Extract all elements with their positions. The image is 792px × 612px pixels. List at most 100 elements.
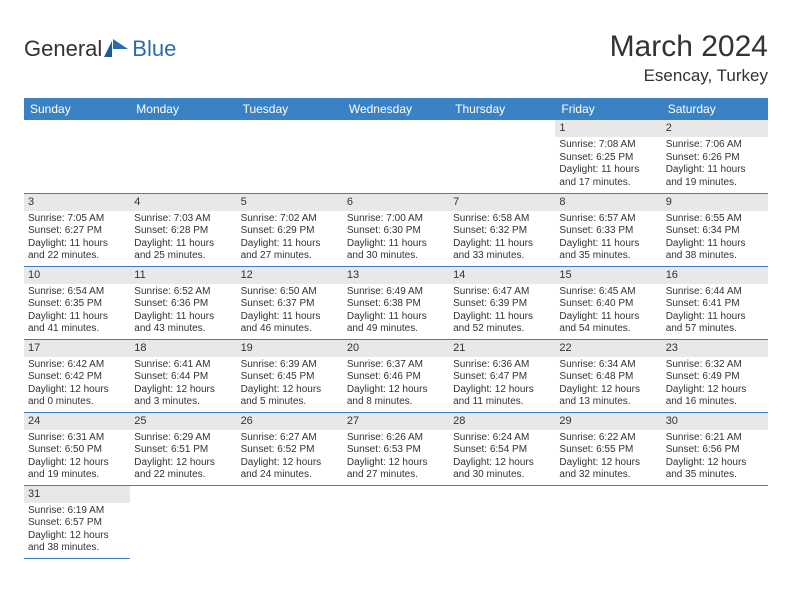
day-details: Sunrise: 6:31 AMSunset: 6:50 PMDaylight:… <box>24 430 130 485</box>
sunset-text: Sunset: 6:47 PM <box>453 371 551 384</box>
calendar-day: 17Sunrise: 6:42 AMSunset: 6:42 PMDayligh… <box>24 339 130 412</box>
day-number: 11 <box>130 267 236 284</box>
calendar-day: 5Sunrise: 7:02 AMSunset: 6:29 PMDaylight… <box>237 193 343 266</box>
day-details: Sunrise: 6:32 AMSunset: 6:49 PMDaylight:… <box>662 357 768 412</box>
sunrise-text: Sunrise: 7:00 AM <box>347 213 445 226</box>
calendar-day: 10Sunrise: 6:54 AMSunset: 6:35 PMDayligh… <box>24 266 130 339</box>
calendar-day: 9Sunrise: 6:55 AMSunset: 6:34 PMDaylight… <box>662 193 768 266</box>
daylight-text: Daylight: 12 hours and 13 minutes. <box>559 384 657 409</box>
day-number: 8 <box>555 194 661 211</box>
day-details: Sunrise: 6:55 AMSunset: 6:34 PMDaylight:… <box>662 211 768 266</box>
title-block: March 2024 Esencay, Turkey <box>610 30 768 86</box>
day-number: 2 <box>662 120 768 137</box>
day-header: Thursday <box>449 98 555 120</box>
day-header: Monday <box>130 98 236 120</box>
daylight-text: Daylight: 12 hours and 35 minutes. <box>666 457 764 482</box>
day-details: Sunrise: 6:45 AMSunset: 6:40 PMDaylight:… <box>555 284 661 339</box>
daylight-text: Daylight: 11 hours and 30 minutes. <box>347 238 445 263</box>
day-details: Sunrise: 7:03 AMSunset: 6:28 PMDaylight:… <box>130 211 236 266</box>
sunrise-text: Sunrise: 6:44 AM <box>666 286 764 299</box>
sunset-text: Sunset: 6:42 PM <box>28 371 126 384</box>
calendar-body: 1Sunrise: 7:08 AMSunset: 6:25 PMDaylight… <box>24 120 768 558</box>
day-number: 9 <box>662 194 768 211</box>
sunset-text: Sunset: 6:40 PM <box>559 298 657 311</box>
calendar-empty <box>449 485 555 558</box>
day-header: Saturday <box>662 98 768 120</box>
day-number: 5 <box>237 194 343 211</box>
daylight-text: Daylight: 11 hours and 22 minutes. <box>28 238 126 263</box>
calendar-empty <box>130 485 236 558</box>
calendar-week: 10Sunrise: 6:54 AMSunset: 6:35 PMDayligh… <box>24 266 768 339</box>
day-details: Sunrise: 6:24 AMSunset: 6:54 PMDaylight:… <box>449 430 555 485</box>
daylight-text: Daylight: 11 hours and 38 minutes. <box>666 238 764 263</box>
daylight-text: Daylight: 11 hours and 49 minutes. <box>347 311 445 336</box>
sunrise-text: Sunrise: 6:42 AM <box>28 359 126 372</box>
calendar-day: 8Sunrise: 6:57 AMSunset: 6:33 PMDaylight… <box>555 193 661 266</box>
day-number: 21 <box>449 340 555 357</box>
calendar-day: 18Sunrise: 6:41 AMSunset: 6:44 PMDayligh… <box>130 339 236 412</box>
calendar-empty <box>24 120 130 193</box>
calendar-day: 27Sunrise: 6:26 AMSunset: 6:53 PMDayligh… <box>343 412 449 485</box>
sunset-text: Sunset: 6:34 PM <box>666 225 764 238</box>
calendar-week: 3Sunrise: 7:05 AMSunset: 6:27 PMDaylight… <box>24 193 768 266</box>
sunrise-text: Sunrise: 6:36 AM <box>453 359 551 372</box>
day-number: 26 <box>237 413 343 430</box>
logo-flag-icon <box>104 39 130 59</box>
calendar-day: 22Sunrise: 6:34 AMSunset: 6:48 PMDayligh… <box>555 339 661 412</box>
daylight-text: Daylight: 12 hours and 32 minutes. <box>559 457 657 482</box>
day-details: Sunrise: 6:42 AMSunset: 6:42 PMDaylight:… <box>24 357 130 412</box>
day-details: Sunrise: 7:05 AMSunset: 6:27 PMDaylight:… <box>24 211 130 266</box>
daylight-text: Daylight: 11 hours and 17 minutes. <box>559 164 657 189</box>
day-details: Sunrise: 6:41 AMSunset: 6:44 PMDaylight:… <box>130 357 236 412</box>
sunrise-text: Sunrise: 6:27 AM <box>241 432 339 445</box>
day-number: 16 <box>662 267 768 284</box>
calendar-empty <box>662 485 768 558</box>
day-details: Sunrise: 6:22 AMSunset: 6:55 PMDaylight:… <box>555 430 661 485</box>
daylight-text: Daylight: 11 hours and 25 minutes. <box>134 238 232 263</box>
sunrise-text: Sunrise: 7:06 AM <box>666 139 764 152</box>
calendar-head: SundayMondayTuesdayWednesdayThursdayFrid… <box>24 98 768 120</box>
calendar-day: 19Sunrise: 6:39 AMSunset: 6:45 PMDayligh… <box>237 339 343 412</box>
day-number: 27 <box>343 413 449 430</box>
sunrise-text: Sunrise: 7:05 AM <box>28 213 126 226</box>
daylight-text: Daylight: 11 hours and 41 minutes. <box>28 311 126 336</box>
day-number: 31 <box>24 486 130 503</box>
day-header: Wednesday <box>343 98 449 120</box>
day-details: Sunrise: 7:06 AMSunset: 6:26 PMDaylight:… <box>662 137 768 192</box>
day-details: Sunrise: 6:54 AMSunset: 6:35 PMDaylight:… <box>24 284 130 339</box>
sunrise-text: Sunrise: 6:52 AM <box>134 286 232 299</box>
sunset-text: Sunset: 6:46 PM <box>347 371 445 384</box>
sunset-text: Sunset: 6:36 PM <box>134 298 232 311</box>
day-number: 6 <box>343 194 449 211</box>
day-details: Sunrise: 6:47 AMSunset: 6:39 PMDaylight:… <box>449 284 555 339</box>
sunrise-text: Sunrise: 6:34 AM <box>559 359 657 372</box>
sunset-text: Sunset: 6:27 PM <box>28 225 126 238</box>
calendar-day: 15Sunrise: 6:45 AMSunset: 6:40 PMDayligh… <box>555 266 661 339</box>
day-details: Sunrise: 6:39 AMSunset: 6:45 PMDaylight:… <box>237 357 343 412</box>
daylight-text: Daylight: 11 hours and 54 minutes. <box>559 311 657 336</box>
daylight-text: Daylight: 12 hours and 19 minutes. <box>28 457 126 482</box>
day-details: Sunrise: 7:02 AMSunset: 6:29 PMDaylight:… <box>237 211 343 266</box>
calendar-empty <box>343 485 449 558</box>
calendar-table: SundayMondayTuesdayWednesdayThursdayFrid… <box>24 98 768 559</box>
sunset-text: Sunset: 6:25 PM <box>559 152 657 165</box>
daylight-text: Daylight: 11 hours and 33 minutes. <box>453 238 551 263</box>
day-number: 20 <box>343 340 449 357</box>
sunset-text: Sunset: 6:51 PM <box>134 444 232 457</box>
calendar-day: 30Sunrise: 6:21 AMSunset: 6:56 PMDayligh… <box>662 412 768 485</box>
sunset-text: Sunset: 6:45 PM <box>241 371 339 384</box>
sunset-text: Sunset: 6:35 PM <box>28 298 126 311</box>
day-header: Tuesday <box>237 98 343 120</box>
calendar-empty <box>237 120 343 193</box>
daylight-text: Daylight: 12 hours and 0 minutes. <box>28 384 126 409</box>
sunset-text: Sunset: 6:32 PM <box>453 225 551 238</box>
sunrise-text: Sunrise: 6:22 AM <box>559 432 657 445</box>
sunrise-text: Sunrise: 6:54 AM <box>28 286 126 299</box>
day-details: Sunrise: 6:57 AMSunset: 6:33 PMDaylight:… <box>555 211 661 266</box>
calendar-day: 12Sunrise: 6:50 AMSunset: 6:37 PMDayligh… <box>237 266 343 339</box>
calendar-week: 24Sunrise: 6:31 AMSunset: 6:50 PMDayligh… <box>24 412 768 485</box>
calendar-day: 3Sunrise: 7:05 AMSunset: 6:27 PMDaylight… <box>24 193 130 266</box>
day-details: Sunrise: 6:52 AMSunset: 6:36 PMDaylight:… <box>130 284 236 339</box>
day-number: 30 <box>662 413 768 430</box>
calendar-day: 20Sunrise: 6:37 AMSunset: 6:46 PMDayligh… <box>343 339 449 412</box>
